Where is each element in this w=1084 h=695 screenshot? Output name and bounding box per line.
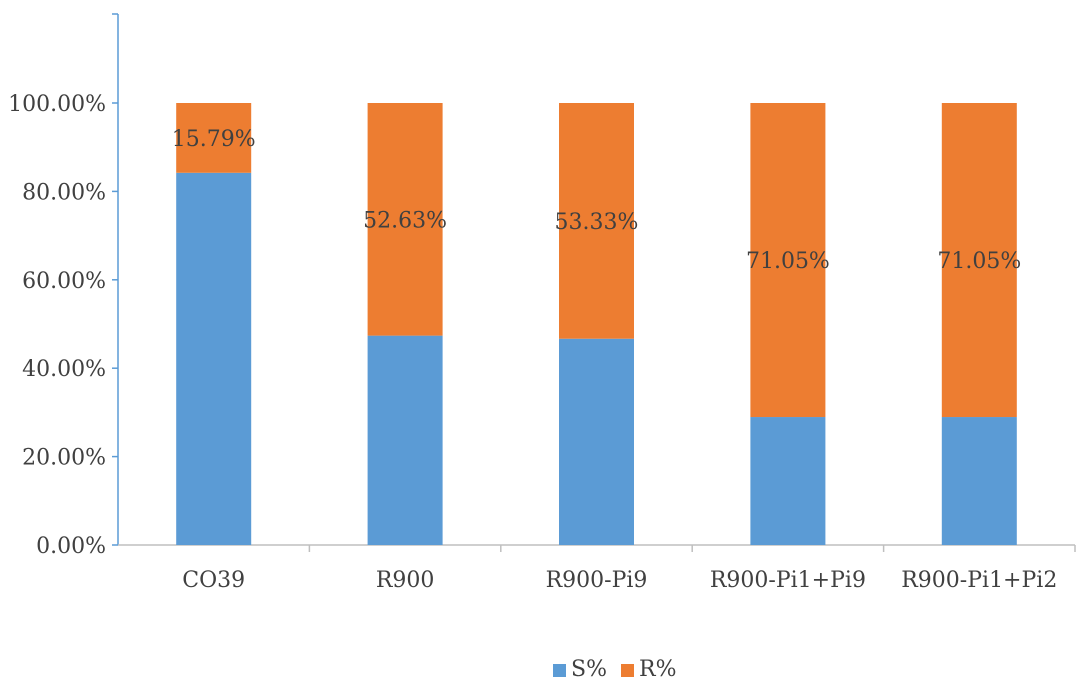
x-category-label: R900-Pi9 bbox=[546, 568, 648, 593]
y-tick-label: 40.00% bbox=[22, 357, 106, 382]
legend-swatch bbox=[621, 664, 634, 677]
data-label-r: 52.63% bbox=[363, 208, 447, 233]
x-category-label: R900-Pi1+Pi9 bbox=[710, 568, 866, 593]
bars bbox=[176, 103, 1017, 545]
x-category-label: CO39 bbox=[182, 568, 245, 593]
legend-label: R% bbox=[639, 657, 676, 682]
bar-segment-r bbox=[176, 103, 252, 173]
legend-swatch bbox=[553, 664, 566, 677]
data-label-r: 71.05% bbox=[937, 249, 1021, 274]
bar-segment-r bbox=[367, 103, 443, 336]
legend-label: S% bbox=[571, 657, 607, 682]
bar-segment-r bbox=[941, 103, 1017, 418]
labels: CO39 R900 R900-Pi9 R900-Pi1+Pi9 R900-Pi1+Pi2… bbox=[172, 127, 1058, 593]
bar-segment-s bbox=[941, 417, 1017, 545]
legend: S% R% bbox=[553, 657, 676, 682]
bar-segment-r bbox=[750, 103, 826, 418]
x-category-label: R900 bbox=[376, 568, 435, 593]
y-tick-label: 60.00% bbox=[22, 269, 106, 294]
data-label-r: 71.05% bbox=[746, 249, 830, 274]
data-label-r: 15.79% bbox=[172, 127, 256, 152]
y-tick-label: 100.00% bbox=[8, 92, 106, 117]
y-tick-label: 0.00% bbox=[36, 534, 106, 559]
bar-segment-s bbox=[559, 338, 634, 545]
x-category-label: R900-Pi1+Pi2 bbox=[901, 568, 1057, 593]
data-label-r: 53.33% bbox=[555, 210, 639, 235]
y-tick-label: 20.00% bbox=[22, 446, 106, 471]
bar-segment-r bbox=[559, 103, 634, 339]
y-tick-label: 80.00% bbox=[22, 180, 106, 205]
bar-segment-s bbox=[367, 335, 443, 545]
bar-segment-s bbox=[750, 417, 826, 545]
bar-segment-s bbox=[176, 172, 252, 545]
axes: 0.00% 20.00% 40.00% 60.00% 80.00% 100.00% bbox=[8, 13, 1076, 559]
